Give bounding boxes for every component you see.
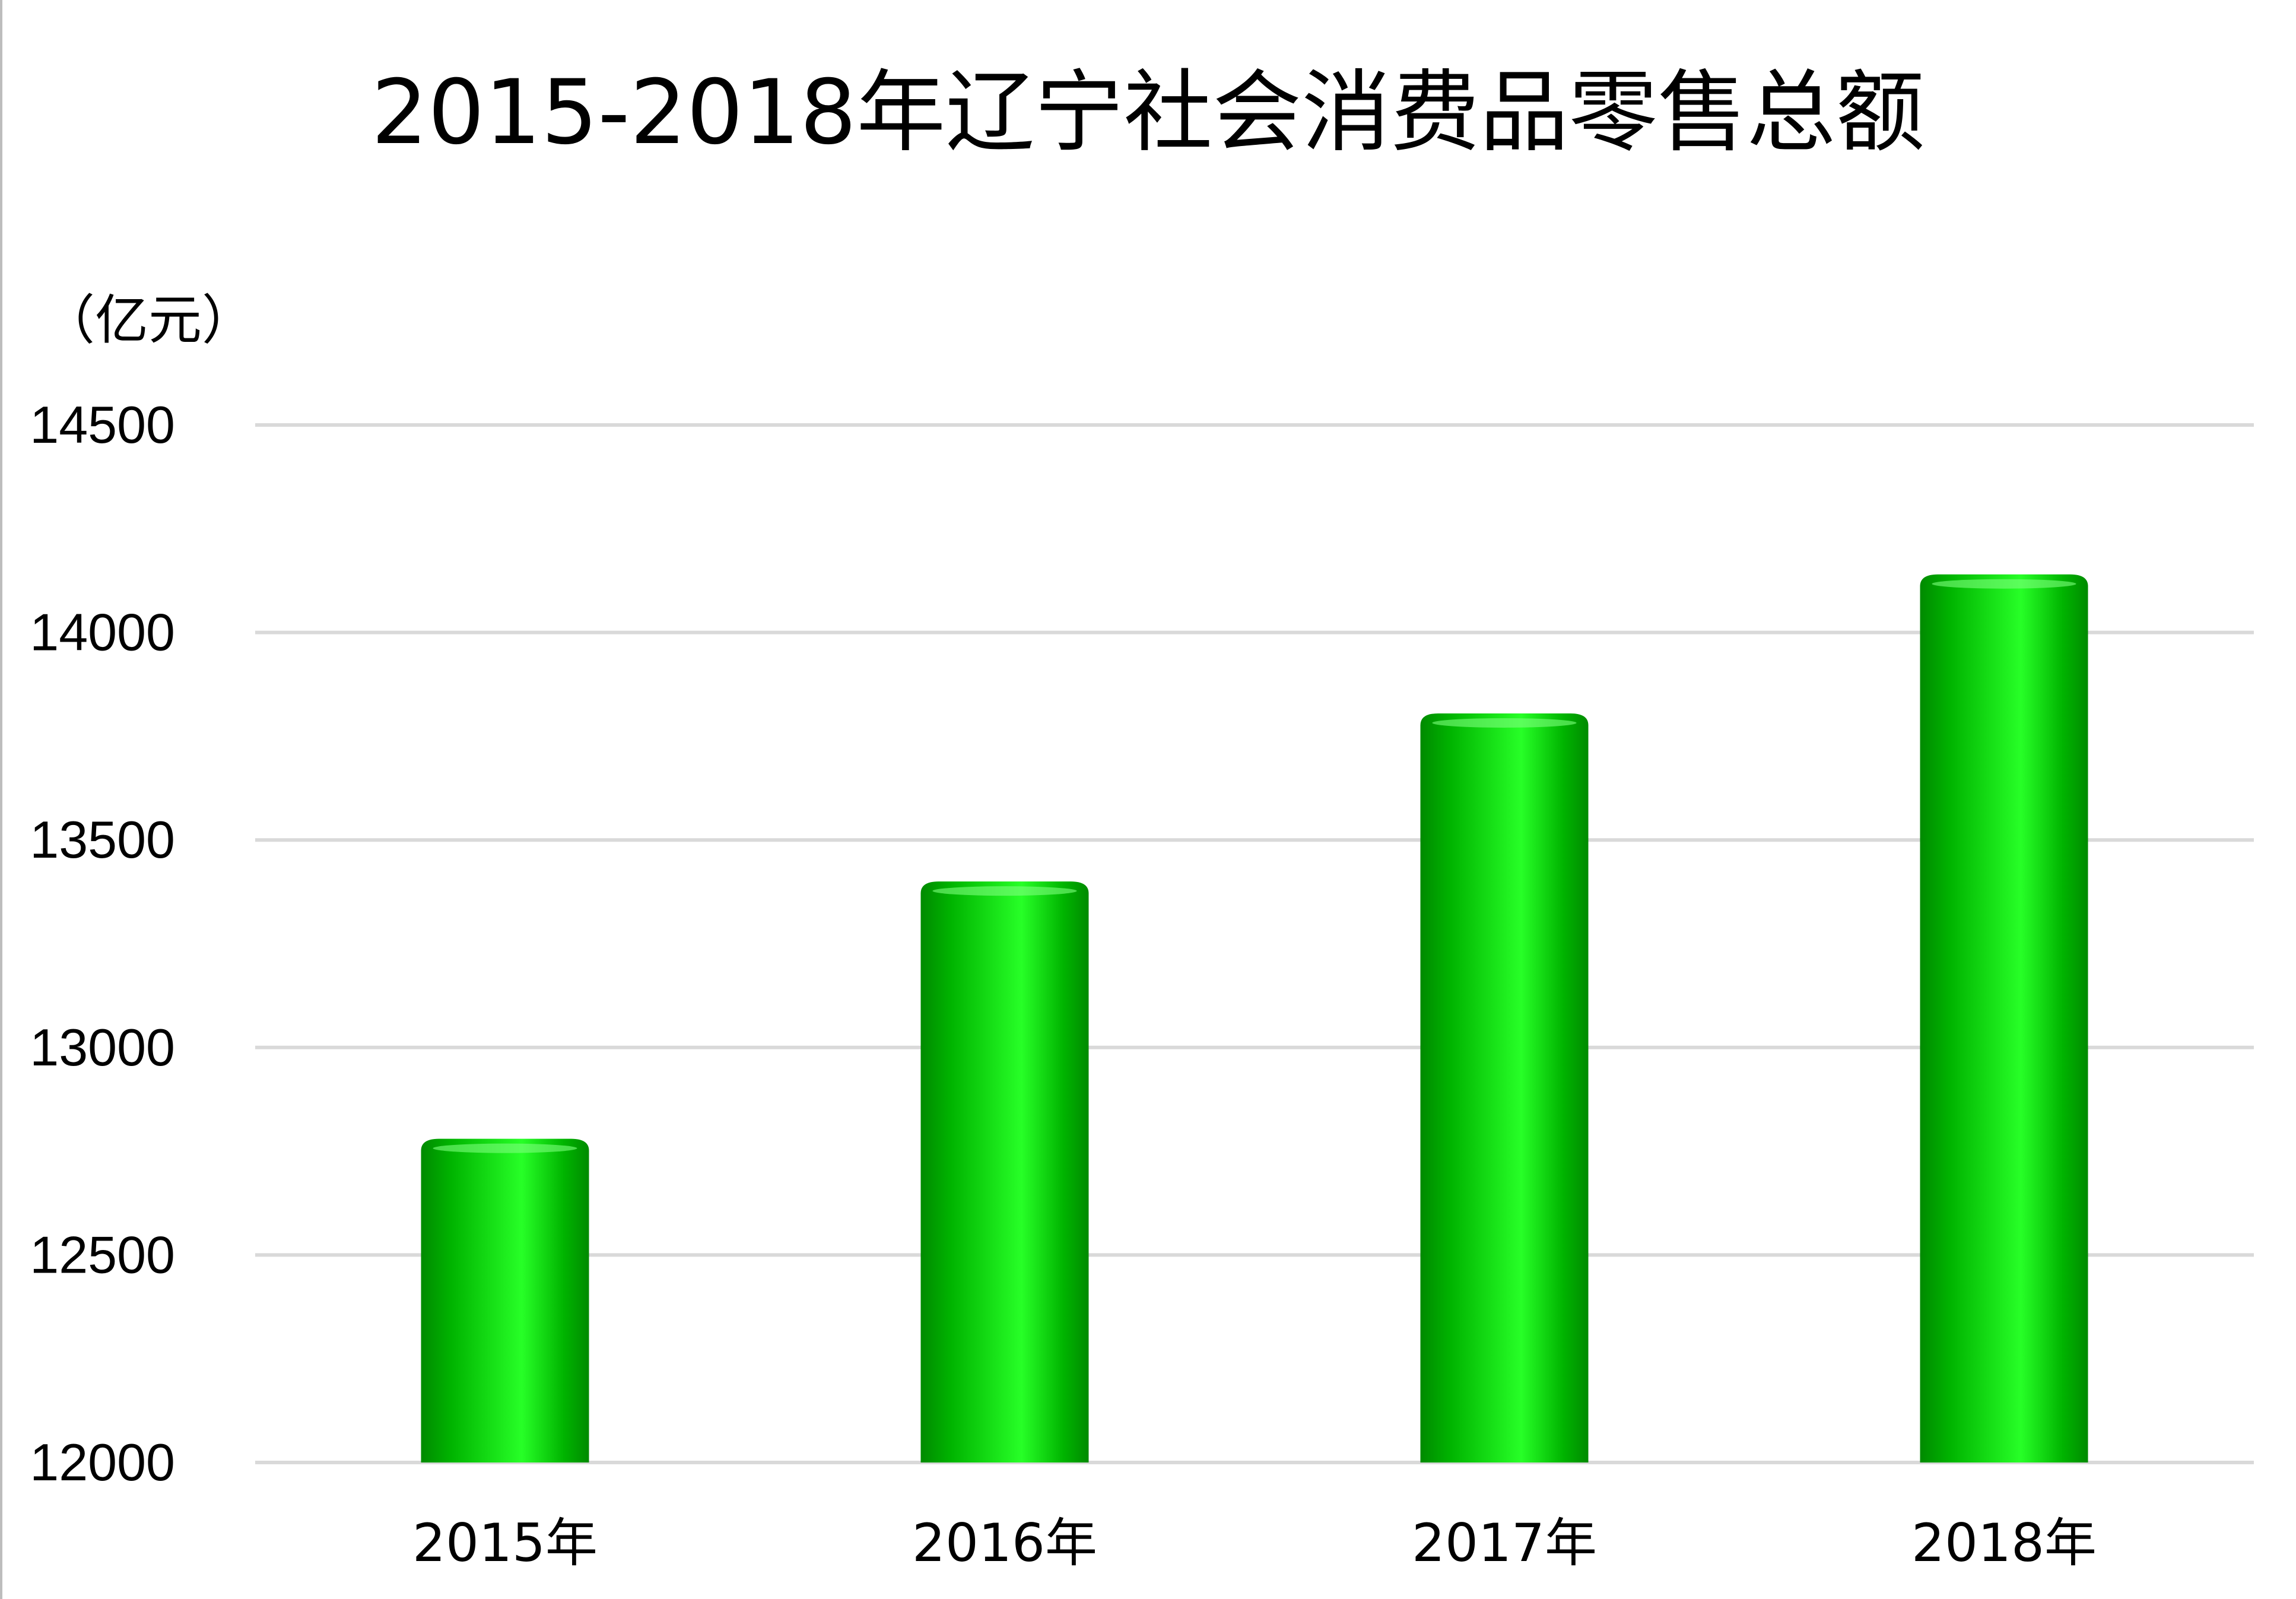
bar-highlight [1932, 579, 2076, 589]
y-tick-label: 14500 [30, 395, 175, 454]
bar-highlight [1432, 718, 1577, 728]
chart-title: 2015-2018年辽宁社会消费品零售总额 [371, 61, 1925, 164]
bar [1920, 574, 2088, 1463]
y-tick-label: 14000 [30, 603, 175, 662]
bar [1420, 713, 1589, 1462]
x-tick-label: 2017年 [1412, 1512, 1597, 1573]
y-tick-label: 13000 [30, 1018, 175, 1077]
x-tick-label: 2016年 [912, 1512, 1097, 1573]
bar [920, 881, 1089, 1462]
x-tick-label: 2015年 [412, 1512, 598, 1573]
y-tick-label: 13500 [30, 810, 175, 869]
y-tick-label: 12000 [30, 1433, 175, 1492]
left-border [0, 0, 2, 1599]
y-tick-label: 12500 [30, 1225, 175, 1284]
bar-highlight [932, 886, 1077, 896]
bar [421, 1138, 589, 1462]
x-tick-label: 2018年 [1911, 1512, 2097, 1573]
y-axis-unit-label: （亿元） [42, 289, 255, 351]
bar-highlight [433, 1143, 577, 1153]
